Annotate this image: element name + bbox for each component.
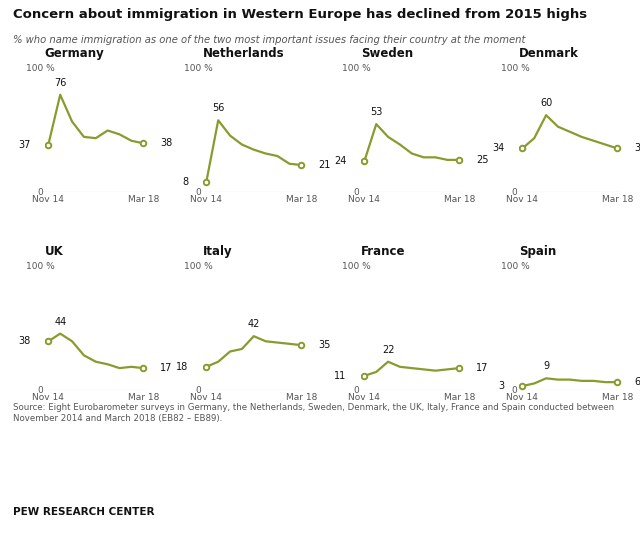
Text: 100 %: 100 % xyxy=(342,262,371,271)
Text: 24: 24 xyxy=(334,156,346,166)
Text: France: France xyxy=(361,245,405,258)
Text: 22: 22 xyxy=(382,345,394,355)
Text: 21: 21 xyxy=(318,160,330,170)
Text: Germany: Germany xyxy=(45,47,104,60)
Text: Netherlands: Netherlands xyxy=(203,47,284,60)
Text: 100 %: 100 % xyxy=(184,64,213,73)
Text: PEW RESEARCH CENTER: PEW RESEARCH CENTER xyxy=(13,507,154,517)
Text: 100 %: 100 % xyxy=(342,64,371,73)
Text: 56: 56 xyxy=(212,104,225,113)
Text: 6: 6 xyxy=(634,377,640,387)
Text: UK: UK xyxy=(45,245,63,258)
Text: 42: 42 xyxy=(248,319,260,329)
Text: Sweden: Sweden xyxy=(361,47,413,60)
Text: 11: 11 xyxy=(334,371,346,381)
Text: 100 %: 100 % xyxy=(26,262,55,271)
Text: 8: 8 xyxy=(182,177,188,186)
Text: 44: 44 xyxy=(54,317,67,327)
Text: 9: 9 xyxy=(543,362,549,371)
Text: 38: 38 xyxy=(160,138,172,148)
Text: Concern about immigration in Western Europe has declined from 2015 highs: Concern about immigration in Western Eur… xyxy=(13,8,587,21)
Text: 60: 60 xyxy=(540,98,552,108)
Text: 17: 17 xyxy=(476,363,488,373)
Text: 34: 34 xyxy=(492,144,504,153)
Text: 37: 37 xyxy=(18,139,30,150)
Text: Source: Eight Eurobarometer surveys in Germany, the Netherlands, Sweden, Denmark: Source: Eight Eurobarometer surveys in G… xyxy=(13,403,614,422)
Text: 18: 18 xyxy=(176,362,188,372)
Text: 25: 25 xyxy=(476,155,488,165)
Text: 53: 53 xyxy=(370,107,383,117)
Text: 35: 35 xyxy=(318,340,330,350)
Text: 100 %: 100 % xyxy=(184,262,213,271)
Text: Denmark: Denmark xyxy=(519,47,579,60)
Text: 100 %: 100 % xyxy=(26,64,55,73)
Text: 38: 38 xyxy=(18,336,30,346)
Text: 3: 3 xyxy=(498,381,504,391)
Text: 76: 76 xyxy=(54,78,67,88)
Text: Italy: Italy xyxy=(203,245,232,258)
Text: 17: 17 xyxy=(160,363,172,373)
Text: 100 %: 100 % xyxy=(500,64,529,73)
Text: 100 %: 100 % xyxy=(500,262,529,271)
Text: 34: 34 xyxy=(634,144,640,153)
Text: % who name immigration as one of the two most important issues facing their coun: % who name immigration as one of the two… xyxy=(13,35,525,45)
Text: Spain: Spain xyxy=(519,245,556,258)
